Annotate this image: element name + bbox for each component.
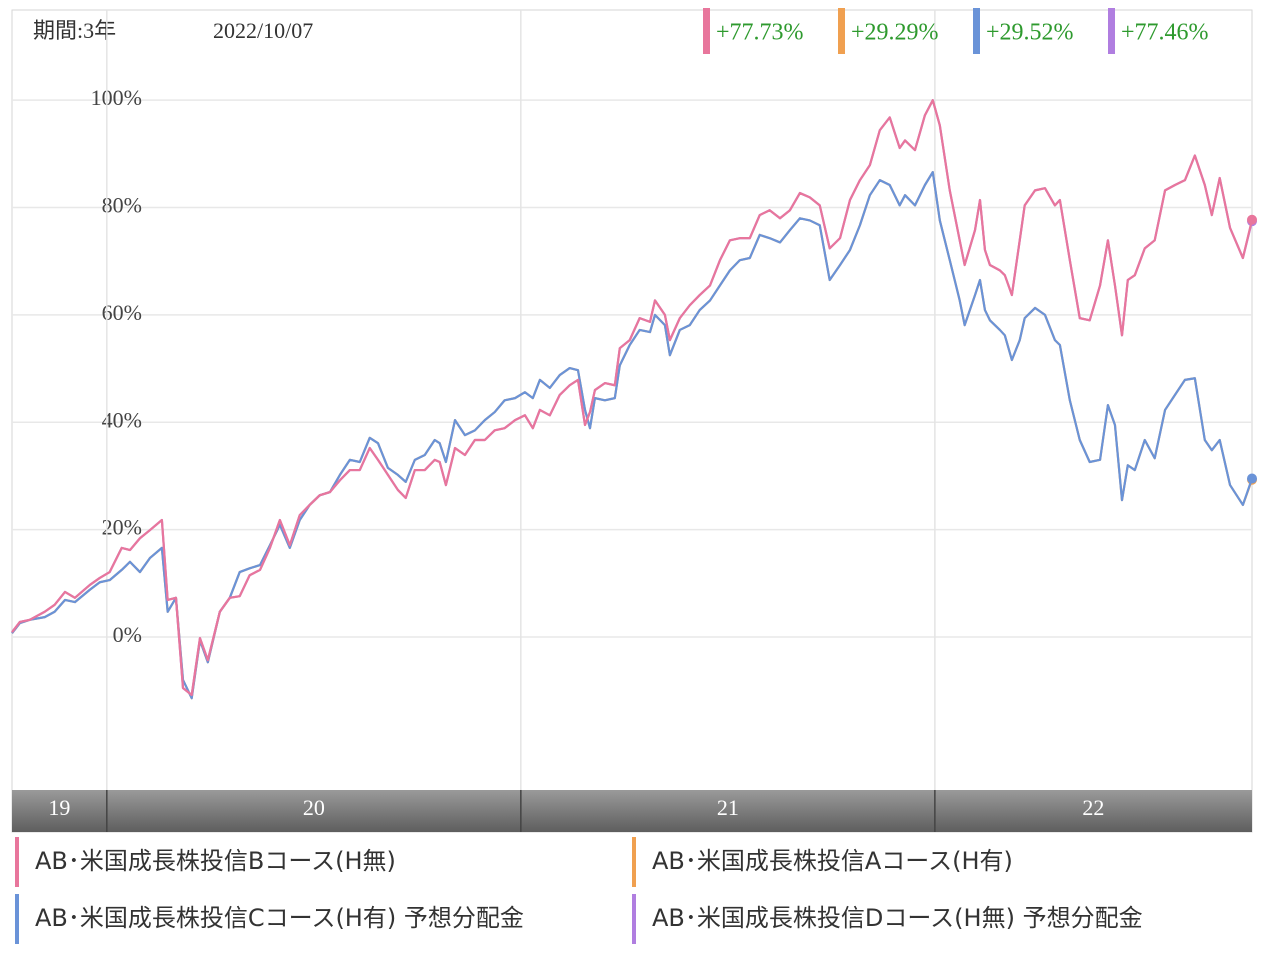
x-tick-label: 21 xyxy=(717,795,739,820)
y-tick-label: 20% xyxy=(102,515,142,540)
year-band xyxy=(12,790,1252,832)
x-tick-label: 20 xyxy=(303,795,325,820)
x-tick-label: 22 xyxy=(1082,795,1104,820)
legend-label: AB･米国成長株投信Cコース(H有) 予想分配金 xyxy=(35,904,524,932)
legend-swatch xyxy=(632,837,636,887)
legend-swatch xyxy=(15,894,19,944)
series-line xyxy=(11,171,1254,700)
legend-label: AB･米国成長株投信Aコース(H有) xyxy=(652,847,1013,875)
legend-label: AB･米国成長株投信Dコース(H無) 予想分配金 xyxy=(652,904,1143,932)
date-label: 2022/10/07 xyxy=(213,18,313,43)
summary-label: +29.29% xyxy=(851,20,939,46)
series-line xyxy=(11,99,1254,697)
summary-swatch xyxy=(838,8,845,54)
y-tick-label: 0% xyxy=(113,622,142,647)
summary-swatch xyxy=(973,8,980,54)
y-tick-label: 100% xyxy=(91,85,142,110)
x-tick-label: 19 xyxy=(48,795,70,820)
end-point xyxy=(1247,214,1257,225)
period-label: 期間:3年 xyxy=(33,18,116,43)
legend-swatch xyxy=(15,837,19,887)
end-point xyxy=(1247,473,1257,484)
legend-label: AB･米国成長株投信Bコース(H無) xyxy=(35,847,396,875)
plot-frame xyxy=(11,9,1253,833)
y-tick-label: 40% xyxy=(102,407,142,432)
y-tick-label: 80% xyxy=(102,193,142,218)
summary-label: +77.46% xyxy=(1121,20,1209,46)
summary-swatch xyxy=(1108,8,1115,54)
summary-label: +29.52% xyxy=(986,20,1074,46)
summary-swatch xyxy=(703,8,710,54)
y-tick-label: 60% xyxy=(102,300,142,325)
legend-swatch xyxy=(632,894,636,944)
summary-label: +77.73% xyxy=(716,20,804,46)
